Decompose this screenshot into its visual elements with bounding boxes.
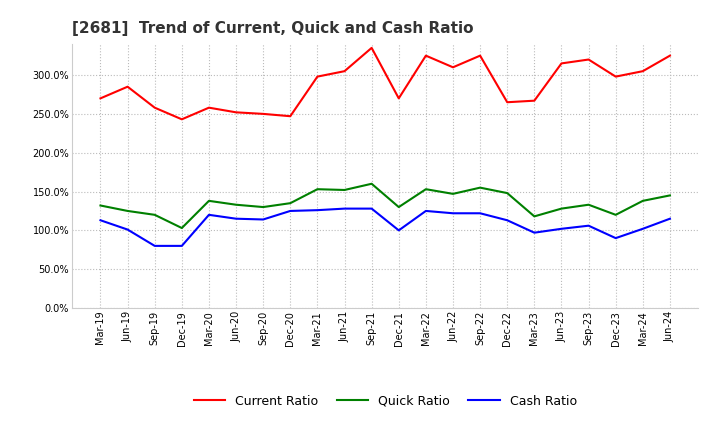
Quick Ratio (204, 198, 213, 203)
Quick Ratio (96, 203, 105, 208)
Legend: Current Ratio, Quick Ratio, Cash Ratio: Current Ratio, Quick Ratio, Cash Ratio (189, 390, 582, 413)
Current Ratio (611, 74, 620, 79)
Current Ratio (96, 96, 105, 101)
Current Ratio (204, 105, 213, 110)
Current Ratio (123, 84, 132, 89)
Quick Ratio (530, 214, 539, 219)
Current Ratio (259, 111, 268, 117)
Cash Ratio (395, 228, 403, 233)
Current Ratio (150, 105, 159, 110)
Quick Ratio (286, 201, 294, 206)
Cash Ratio (232, 216, 240, 221)
Line: Quick Ratio: Quick Ratio (101, 184, 670, 228)
Quick Ratio (313, 187, 322, 192)
Current Ratio (449, 65, 457, 70)
Current Ratio (232, 110, 240, 115)
Cash Ratio (259, 217, 268, 222)
Line: Cash Ratio: Cash Ratio (101, 209, 670, 246)
Quick Ratio (178, 225, 186, 231)
Cash Ratio (584, 223, 593, 228)
Cash Ratio (421, 208, 430, 213)
Cash Ratio (341, 206, 349, 211)
Current Ratio (395, 96, 403, 101)
Quick Ratio (395, 205, 403, 210)
Quick Ratio (421, 187, 430, 192)
Cash Ratio (204, 212, 213, 217)
Cash Ratio (665, 216, 674, 221)
Cash Ratio (530, 230, 539, 235)
Current Ratio (286, 114, 294, 119)
Cash Ratio (639, 226, 647, 231)
Current Ratio (665, 53, 674, 58)
Line: Current Ratio: Current Ratio (101, 48, 670, 119)
Quick Ratio (557, 206, 566, 211)
Quick Ratio (259, 205, 268, 210)
Current Ratio (178, 117, 186, 122)
Cash Ratio (313, 208, 322, 213)
Quick Ratio (150, 212, 159, 217)
Cash Ratio (557, 226, 566, 231)
Current Ratio (584, 57, 593, 62)
Quick Ratio (367, 181, 376, 187)
Quick Ratio (639, 198, 647, 203)
Current Ratio (639, 69, 647, 74)
Quick Ratio (341, 187, 349, 193)
Current Ratio (476, 53, 485, 58)
Quick Ratio (611, 212, 620, 217)
Quick Ratio (476, 185, 485, 190)
Current Ratio (557, 61, 566, 66)
Quick Ratio (584, 202, 593, 207)
Cash Ratio (123, 227, 132, 232)
Quick Ratio (232, 202, 240, 207)
Current Ratio (530, 98, 539, 103)
Cash Ratio (178, 243, 186, 249)
Text: [2681]  Trend of Current, Quick and Cash Ratio: [2681] Trend of Current, Quick and Cash … (72, 21, 474, 36)
Current Ratio (313, 74, 322, 79)
Current Ratio (367, 45, 376, 51)
Current Ratio (341, 69, 349, 74)
Quick Ratio (449, 191, 457, 197)
Current Ratio (503, 99, 511, 105)
Cash Ratio (449, 211, 457, 216)
Cash Ratio (286, 208, 294, 213)
Cash Ratio (611, 235, 620, 241)
Quick Ratio (665, 193, 674, 198)
Cash Ratio (150, 243, 159, 249)
Cash Ratio (503, 218, 511, 223)
Cash Ratio (96, 218, 105, 223)
Cash Ratio (476, 211, 485, 216)
Quick Ratio (123, 208, 132, 213)
Cash Ratio (367, 206, 376, 211)
Quick Ratio (503, 191, 511, 196)
Current Ratio (421, 53, 430, 58)
